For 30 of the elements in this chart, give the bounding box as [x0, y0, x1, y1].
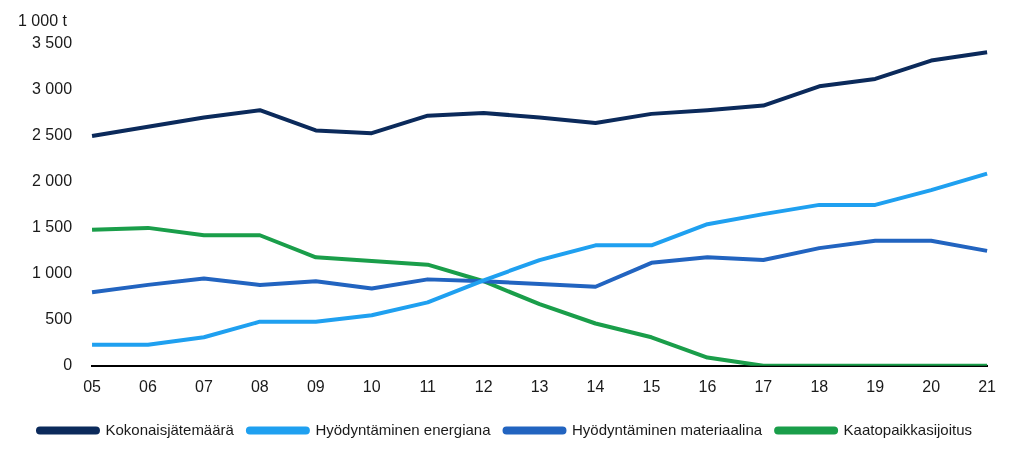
- x-tick-label: 21: [978, 377, 997, 395]
- x-tick-label: 11: [419, 377, 437, 395]
- y-tick-label: 0: [63, 356, 73, 374]
- legend-label: Kokonaisjätemäärä: [105, 420, 235, 438]
- y-tick-label: 3 000: [31, 80, 73, 98]
- x-tick-label: 16: [698, 377, 717, 395]
- x-tick-label: 05: [83, 377, 102, 395]
- x-tick-label: 06: [139, 377, 157, 395]
- x-tick-label: 15: [642, 377, 661, 395]
- x-tick-label: 14: [586, 377, 605, 395]
- y-tick-label: 1 500: [31, 218, 73, 236]
- x-tick-label: 08: [250, 377, 269, 395]
- y-tick-label: 3 500: [31, 34, 73, 52]
- x-tick-label: 10: [362, 377, 381, 395]
- x-tick-label: 17: [754, 377, 773, 395]
- y-tick-label: 2 000: [31, 172, 73, 190]
- y-tick-label: 2 500: [31, 126, 73, 144]
- legend-label: Kaatopaikkasijoitus: [843, 420, 973, 438]
- x-tick-label: 19: [866, 377, 885, 395]
- y-axis-title: 1 000 t: [18, 12, 68, 30]
- x-tick-label: 13: [530, 377, 549, 395]
- legend-label: Hyödyntäminen energiana: [315, 420, 492, 438]
- legend-label: Hyödyntäminen materiaalina: [572, 420, 763, 438]
- x-tick-label: 12: [474, 377, 493, 395]
- x-tick-label: 18: [810, 377, 829, 395]
- x-tick-label: 07: [195, 377, 213, 395]
- x-tick-label: 09: [306, 377, 325, 395]
- y-tick-label: 1 000: [31, 264, 73, 282]
- y-tick-label: 500: [45, 310, 73, 328]
- x-tick-label: 20: [922, 377, 941, 395]
